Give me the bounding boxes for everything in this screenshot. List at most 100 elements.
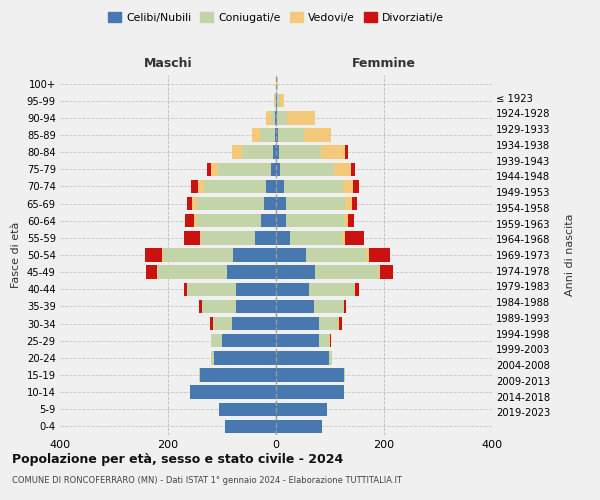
Bar [286, 214, 344, 228]
Bar [284, 180, 343, 193]
Text: Maschi: Maschi [143, 57, 193, 70]
Y-axis label: Anni di nascita: Anni di nascita [565, 214, 575, 296]
Bar [276, 420, 322, 433]
Bar [278, 146, 321, 159]
Bar [329, 351, 332, 364]
Bar [276, 77, 278, 90]
Bar [278, 128, 304, 141]
Bar [343, 231, 345, 244]
Bar [379, 266, 380, 279]
Bar [277, 94, 280, 108]
Bar [277, 111, 287, 124]
Bar [355, 282, 359, 296]
Bar [276, 282, 310, 296]
Bar [310, 282, 354, 296]
Bar [274, 94, 275, 108]
Bar [207, 162, 211, 176]
Bar [276, 214, 286, 228]
Bar [211, 162, 218, 176]
Bar [264, 197, 276, 210]
Bar [350, 162, 355, 176]
Bar [260, 128, 275, 141]
Bar [163, 248, 233, 262]
Bar [330, 334, 331, 347]
Bar [306, 248, 366, 262]
Bar [304, 128, 331, 141]
Bar [280, 162, 334, 176]
Bar [276, 368, 343, 382]
Bar [197, 214, 261, 228]
Bar [344, 214, 349, 228]
Bar [184, 231, 200, 244]
Bar [218, 162, 271, 176]
Bar [271, 162, 276, 176]
Bar [343, 300, 346, 313]
Bar [232, 317, 276, 330]
Bar [146, 266, 157, 279]
Bar [197, 197, 264, 210]
Bar [199, 300, 202, 313]
Bar [222, 334, 276, 347]
Bar [354, 282, 355, 296]
Bar [276, 300, 314, 313]
Bar [202, 231, 256, 244]
Bar [276, 402, 328, 416]
Bar [280, 94, 284, 108]
Bar [242, 146, 274, 159]
Bar [266, 180, 276, 193]
Bar [232, 146, 242, 159]
Bar [213, 317, 232, 330]
Bar [345, 197, 352, 210]
Bar [266, 111, 271, 124]
Bar [225, 420, 276, 433]
Bar [187, 197, 193, 210]
Bar [261, 214, 276, 228]
Bar [276, 180, 284, 193]
Bar [198, 180, 204, 193]
Bar [276, 386, 343, 399]
Bar [369, 248, 391, 262]
Bar [235, 282, 276, 296]
Bar [287, 111, 315, 124]
Bar [194, 214, 197, 228]
Bar [190, 386, 276, 399]
Bar [200, 368, 276, 382]
Text: COMUNE DI RONCOFERRARO (MN) - Dati ISTAT 1° gennaio 2024 - Elaborazione TUTTITAL: COMUNE DI RONCOFERRARO (MN) - Dati ISTAT… [12, 476, 402, 485]
Bar [271, 111, 275, 124]
Bar [211, 334, 222, 347]
Bar [338, 317, 339, 330]
Bar [157, 266, 227, 279]
Bar [252, 128, 260, 141]
Bar [210, 317, 213, 330]
Y-axis label: Fasce di età: Fasce di età [11, 222, 21, 288]
Bar [276, 231, 290, 244]
Bar [185, 214, 194, 228]
Bar [276, 266, 315, 279]
Bar [235, 300, 276, 313]
Bar [276, 351, 329, 364]
Bar [290, 231, 343, 244]
Bar [276, 334, 319, 347]
Bar [314, 300, 343, 313]
Bar [204, 180, 266, 193]
Bar [275, 128, 276, 141]
Bar [345, 146, 348, 159]
Bar [275, 94, 276, 108]
Bar [380, 266, 393, 279]
Bar [202, 300, 235, 313]
Bar [214, 351, 276, 364]
Bar [276, 248, 306, 262]
Bar [256, 231, 276, 244]
Bar [319, 334, 329, 347]
Bar [276, 111, 277, 124]
Bar [276, 317, 319, 330]
Bar [343, 368, 344, 382]
Bar [161, 248, 163, 262]
Bar [276, 162, 280, 176]
Bar [199, 368, 200, 382]
Bar [276, 197, 286, 210]
Bar [274, 146, 276, 159]
Bar [211, 351, 214, 364]
Bar [193, 197, 197, 210]
Bar [353, 180, 359, 193]
